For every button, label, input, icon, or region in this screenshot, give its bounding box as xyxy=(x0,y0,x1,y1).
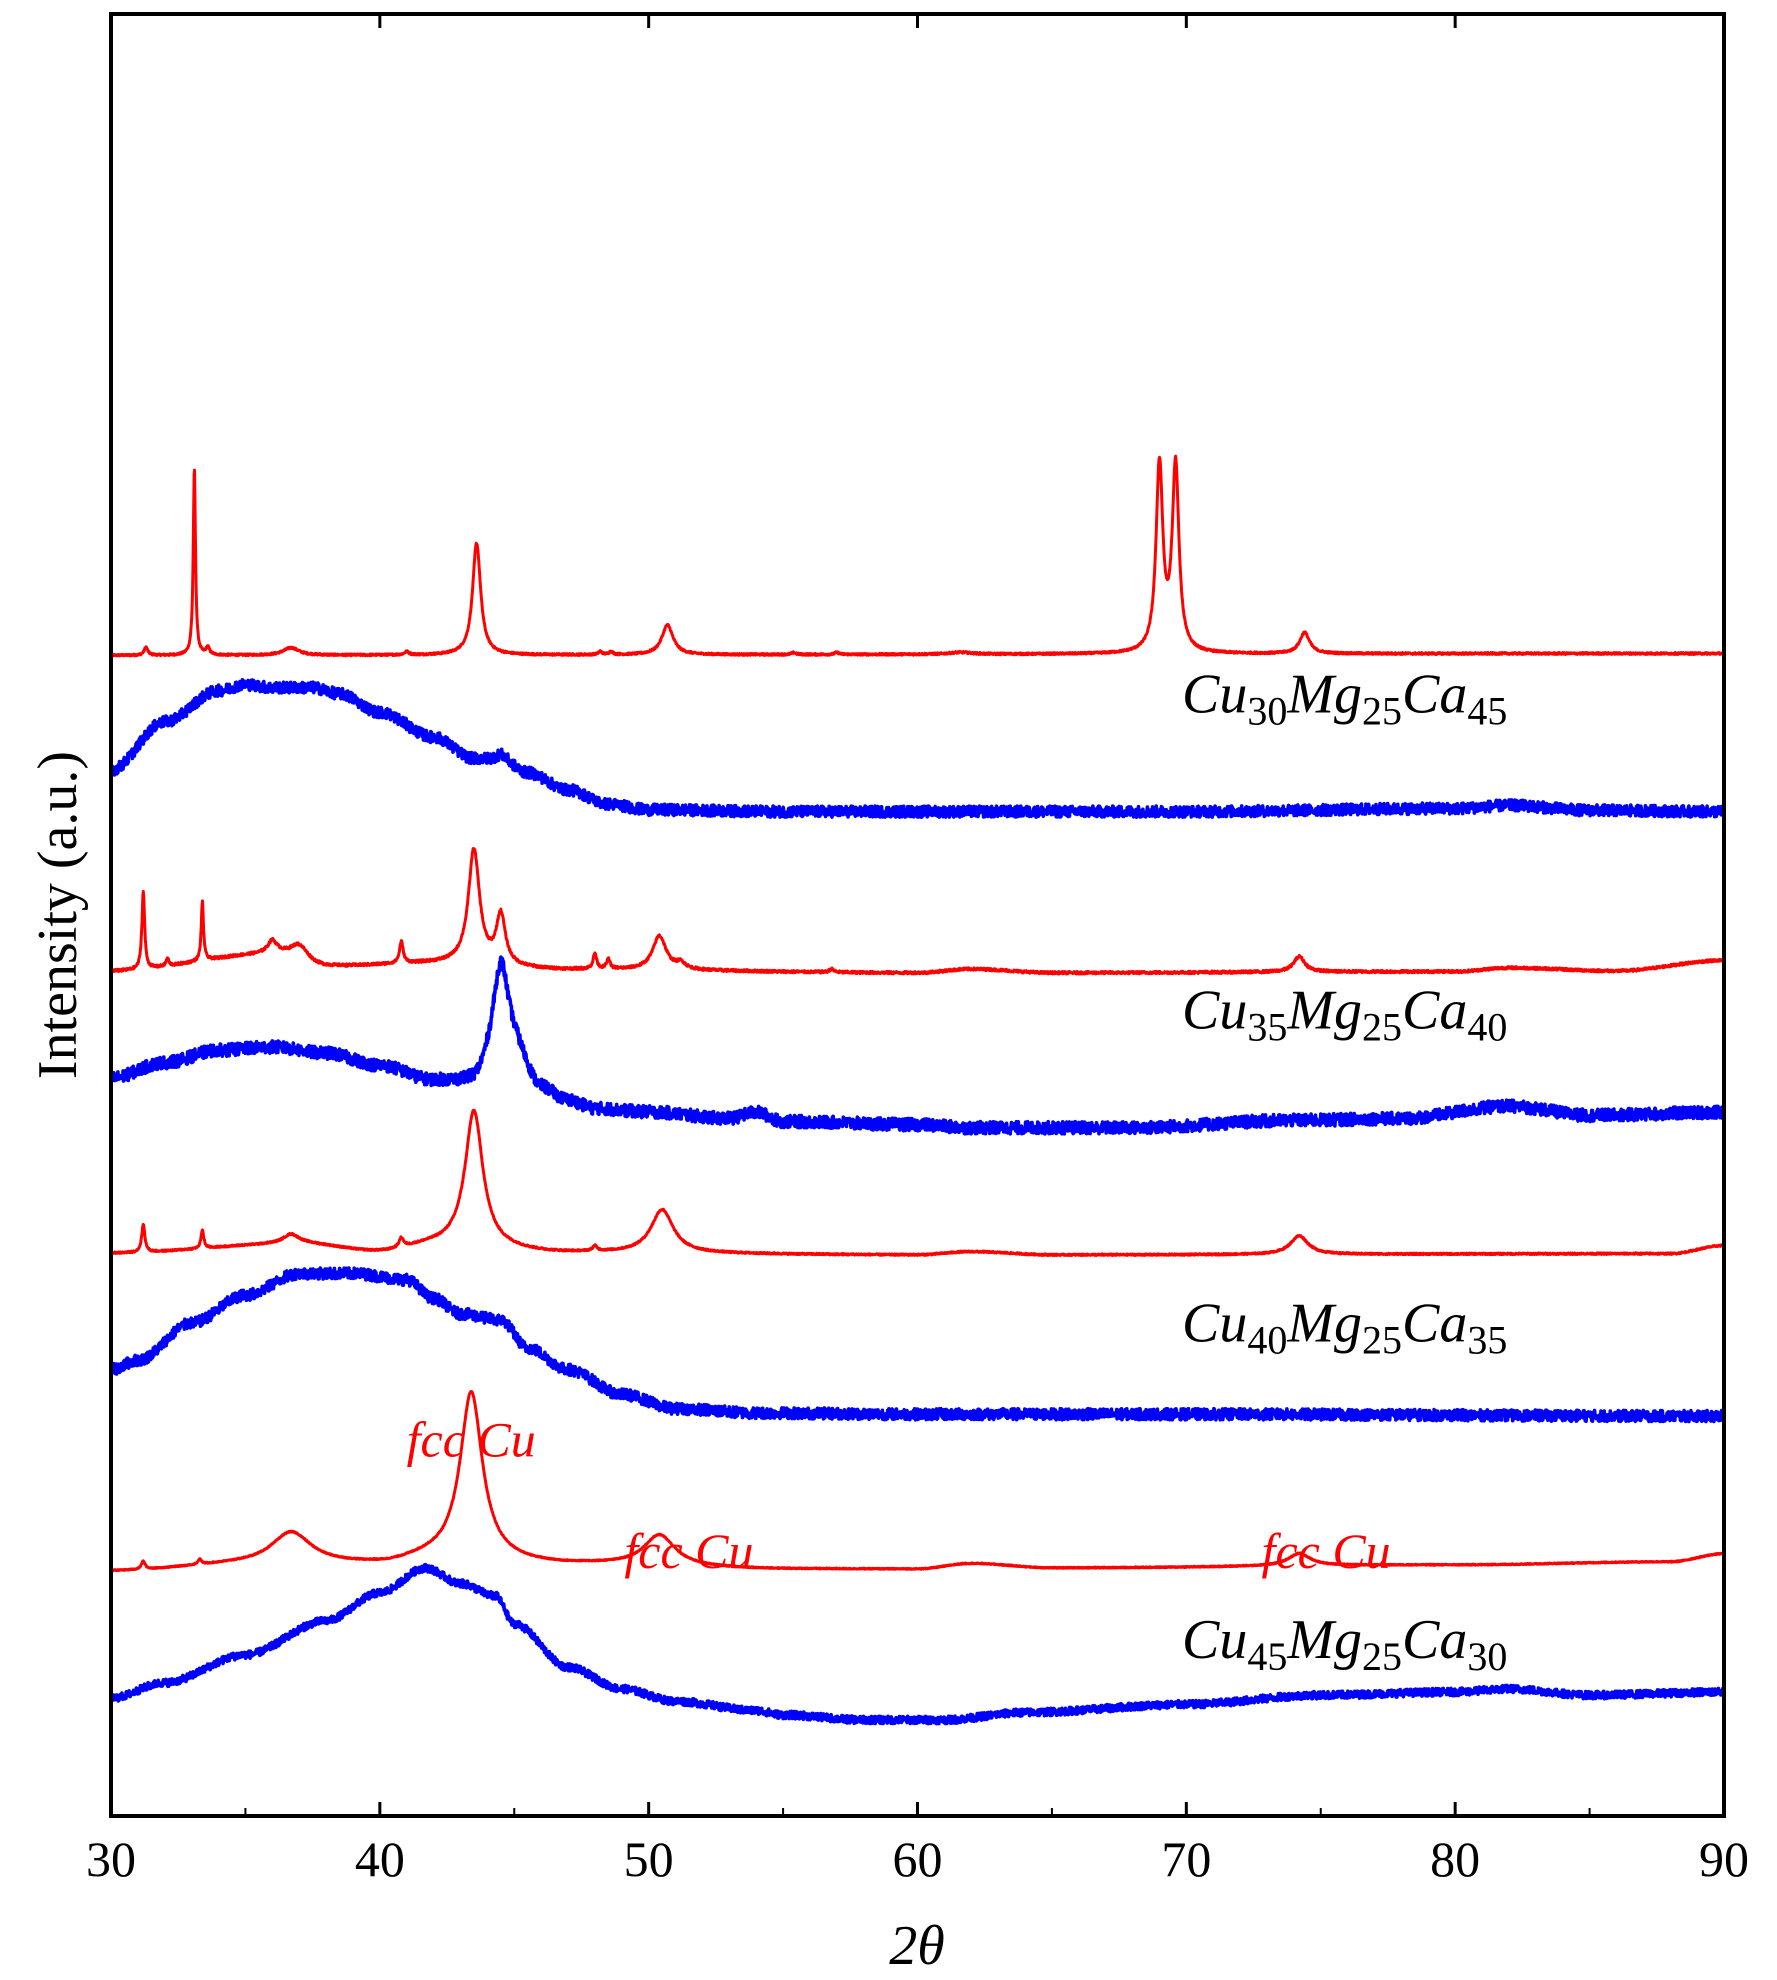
series-line-5 xyxy=(109,1108,1726,1257)
sample-labels: Cu30Mg25Ca45 Cu35Mg25Ca40 Cu40Mg25Ca35 Cu45… xyxy=(1182,663,1507,1679)
sample-label: Cu40Mg25Ca35 xyxy=(1182,1293,1507,1363)
x-tick-label: 50 xyxy=(624,1831,674,1887)
x-tick-label: 40 xyxy=(355,1831,405,1887)
series-line-4 xyxy=(109,955,1726,1136)
fcc-cu-annotation: fcc Cu xyxy=(624,1523,753,1579)
sample-label: Cu35Mg25Ca40 xyxy=(1182,980,1507,1050)
series-traces xyxy=(109,454,1726,1726)
series-line-2 xyxy=(109,678,1726,819)
series-line-6 xyxy=(109,1266,1726,1424)
sample-label: Cu30Mg25Ca45 xyxy=(1182,663,1507,733)
series-line-8 xyxy=(109,1562,1726,1726)
x-tick-label: 90 xyxy=(1699,1831,1749,1887)
series-line-7 xyxy=(109,1390,1726,1573)
x-tick-label: 80 xyxy=(1430,1831,1480,1887)
peak-annotations: fcc Cu fcc Cu fcc Cu xyxy=(407,1411,1391,1579)
x-tick-label: 60 xyxy=(893,1831,943,1887)
x-axis-label: 2θ xyxy=(889,1915,945,1977)
x-tick-label: 30 xyxy=(86,1831,136,1887)
x-tick-label: 70 xyxy=(1161,1831,1211,1887)
fcc-cu-annotation: fcc Cu xyxy=(1262,1523,1391,1579)
x-axis-ticks: 30 40 50 60 70 80 90 xyxy=(86,14,1749,1887)
fcc-cu-annotation: fcc Cu xyxy=(407,1411,536,1467)
y-axis-label: Intensity (a.u.) xyxy=(27,751,89,1079)
series-line-1 xyxy=(109,454,1726,658)
series-line-3 xyxy=(109,847,1726,976)
sample-label: Cu45Mg25Ca30 xyxy=(1182,1609,1507,1679)
